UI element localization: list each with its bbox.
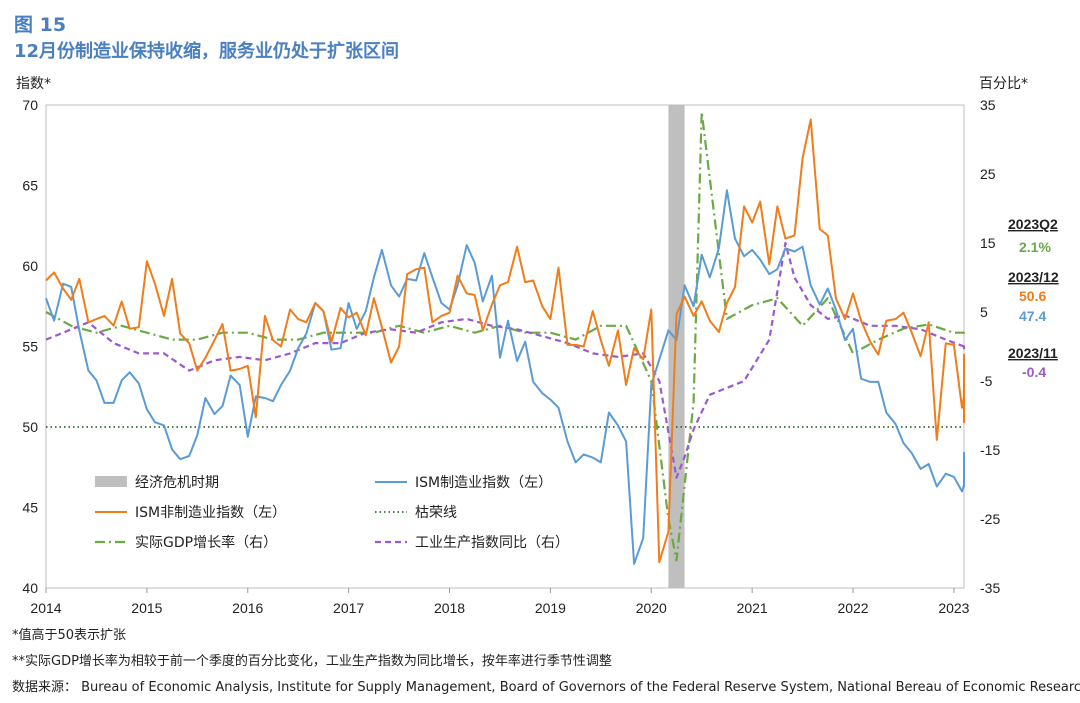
manufacturing-series-line bbox=[45, 189, 965, 565]
right-axis-tick-label: -25 bbox=[980, 511, 1000, 527]
series-group bbox=[45, 110, 966, 565]
x-axis-tick-label: 2023 bbox=[938, 600, 969, 616]
x-axis-tick-label: 2017 bbox=[333, 600, 364, 616]
x-axis-tick-label: 2020 bbox=[636, 600, 667, 616]
legend-label-industrial: 工业生产指数同比（右） bbox=[415, 535, 569, 551]
right-axis-tick-label: 25 bbox=[980, 166, 996, 182]
services-series-line bbox=[45, 118, 965, 564]
ip-period-label: 2023/11 bbox=[1008, 345, 1058, 361]
x-axis-tick-label: 2022 bbox=[837, 600, 868, 616]
legend: 经济危机时期 ISM制造业指数（左） ISM非制造业指数（左） 枯荣线实际GDP增长率… bbox=[95, 475, 569, 551]
right-axis-title: 百分比* bbox=[979, 76, 1028, 92]
x-axis-tick-label: 2014 bbox=[30, 600, 61, 616]
legend-label-manufacturing: ISM制造业指数（左） bbox=[415, 475, 552, 491]
left-axis-tick-label: 65 bbox=[22, 178, 38, 194]
legend-label-services: ISM非制造业指数（左） bbox=[135, 505, 286, 521]
footnote-gdp: **实际GDP增长率为相较于前一个季度的百分比变化，工业生产指数为同比增长，按年… bbox=[12, 654, 612, 669]
x-axis-tick-label: 2018 bbox=[434, 600, 465, 616]
right-axis-tick-label: -15 bbox=[980, 442, 1000, 458]
latest-values-box: 2023Q2 2.1% 2023/12 50.6 47.4 2023/11 -0… bbox=[1008, 216, 1059, 380]
services-latest-value: 50.6 bbox=[1019, 288, 1046, 304]
left-axis-tick-label: 50 bbox=[22, 419, 38, 435]
figure-title: 12月份制造业保持收缩，服务业仍处于扩张区间 bbox=[14, 41, 400, 62]
chart: 40 45 50 55 60 65 70 -35 -25 -15 -5 5 15 25 35 2014 2015… bbox=[22, 97, 1059, 616]
ism-period-label: 2023/12 bbox=[1008, 269, 1059, 285]
left-axis-title: 指数* bbox=[16, 76, 51, 92]
right-axis-tick-label: -35 bbox=[980, 580, 1000, 596]
footnote-expansion: *值高于50表示扩张 bbox=[12, 628, 127, 643]
gdp-latest-value: 2.1% bbox=[1019, 239, 1051, 255]
x-axis-tick-label: 2019 bbox=[535, 600, 566, 616]
footnote-sources: 数据来源： Bureau of Economic Analysis, Insti… bbox=[12, 680, 1080, 695]
axis-ticks-group: 40 45 50 55 60 65 70 -35 -25 -15 -5 5 15 25 35 2014 2015… bbox=[22, 97, 1000, 616]
gdp-series-line bbox=[45, 110, 966, 562]
left-axis-tick-label: 45 bbox=[22, 500, 38, 516]
x-axis-tick-label: 2016 bbox=[232, 600, 263, 616]
legend-label-recession: 经济危机时期 bbox=[135, 475, 219, 491]
left-axis-tick-label: 55 bbox=[22, 339, 38, 355]
manufacturing-latest-value: 47.4 bbox=[1019, 308, 1046, 324]
left-axis-tick-label: 60 bbox=[22, 258, 38, 274]
figure-label: 图 15 bbox=[14, 14, 67, 36]
left-axis-tick-label: 70 bbox=[22, 97, 38, 113]
gdp-period-label: 2023Q2 bbox=[1008, 216, 1058, 232]
legend-label-gdp: 实际GDP增长率（右） bbox=[135, 534, 277, 551]
right-axis-tick-label: 5 bbox=[980, 304, 988, 320]
right-axis-tick-label: 35 bbox=[980, 97, 996, 113]
legend-label-boom_bust: 枯荣线 bbox=[415, 505, 457, 521]
legend-swatch-recession bbox=[95, 476, 127, 487]
right-axis-tick-label: 15 bbox=[980, 235, 996, 251]
x-axis-tick-label: 2015 bbox=[131, 600, 162, 616]
right-axis-tick-label: -5 bbox=[980, 373, 993, 389]
left-axis-tick-label: 40 bbox=[22, 580, 38, 596]
x-axis-tick-label: 2021 bbox=[737, 600, 768, 616]
industrial-series-line bbox=[45, 241, 966, 479]
ip-latest-value: -0.4 bbox=[1022, 364, 1046, 380]
